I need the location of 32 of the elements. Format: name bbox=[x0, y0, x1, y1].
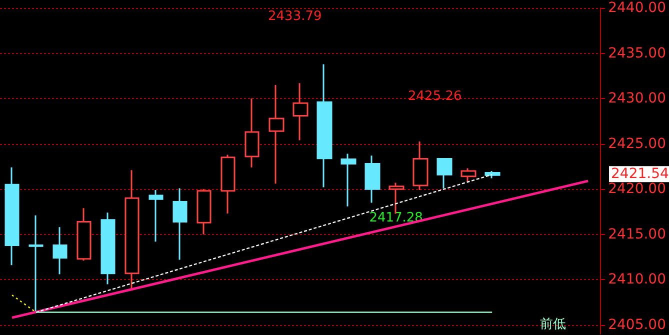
annotation: 2425.26 bbox=[408, 89, 462, 104]
candlestick bbox=[484, 170, 500, 179]
candlestick bbox=[76, 207, 92, 262]
candlestick bbox=[244, 98, 260, 168]
text: 2421.54 bbox=[611, 166, 669, 182]
candlestick bbox=[52, 226, 68, 275]
candlestick bbox=[100, 212, 116, 285]
y-tick-label: 2420.00 bbox=[608, 181, 666, 198]
y-tick-label: 2435.00 bbox=[608, 45, 666, 62]
candlestick bbox=[148, 189, 164, 242]
candlestick bbox=[124, 169, 140, 290]
candlestick bbox=[172, 187, 188, 260]
candlestick bbox=[460, 168, 476, 183]
y-tick-label: 2440.00 bbox=[608, 0, 666, 16]
annotation: 2433.79 bbox=[268, 9, 322, 24]
candlestick bbox=[268, 84, 284, 184]
candlestick bbox=[436, 158, 452, 189]
y-tick-label: 2425.00 bbox=[608, 136, 666, 152]
y-tick-label: 2430.00 bbox=[608, 90, 666, 107]
candlestick bbox=[340, 153, 356, 208]
candlestick bbox=[412, 140, 428, 191]
y-tick-label: 2410.00 bbox=[608, 272, 666, 288]
candlestick bbox=[316, 63, 332, 188]
candlestick bbox=[220, 154, 236, 214]
candlestick bbox=[364, 154, 380, 204]
candlestick bbox=[4, 166, 20, 266]
candlestick bbox=[292, 82, 308, 141]
candlestick bbox=[196, 188, 212, 236]
candlestick bbox=[28, 214, 44, 314]
text: 前低 bbox=[540, 316, 566, 332]
y-tick-label: 2405.00 bbox=[608, 316, 666, 333]
y-tick-label: 2415.00 bbox=[608, 226, 666, 242]
